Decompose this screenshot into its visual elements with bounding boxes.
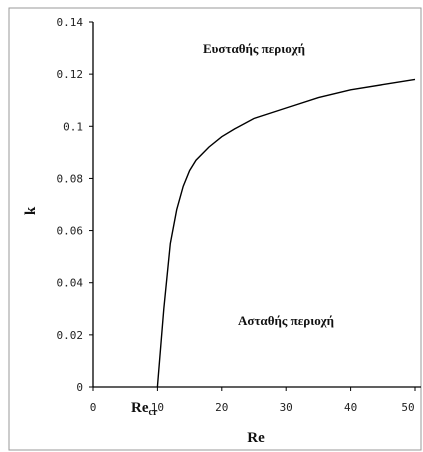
y-tick-label: 0.14 bbox=[57, 16, 84, 29]
y-axis-label: k bbox=[23, 206, 39, 215]
y-tick-label: 0.08 bbox=[57, 172, 84, 185]
x-ticks: 0 10 20 30 40 50 bbox=[90, 387, 416, 414]
x-tick-label: 20 bbox=[215, 401, 228, 414]
x-tick-label: 10 bbox=[151, 401, 164, 414]
x-tick-label: 30 bbox=[280, 401, 293, 414]
x-tick-label: 50 bbox=[401, 401, 414, 414]
x-tick-label: 40 bbox=[344, 401, 357, 414]
chart-border bbox=[8, 7, 422, 451]
x-tick-label: 0 bbox=[90, 401, 97, 414]
critical-re-main: Re bbox=[131, 400, 149, 416]
y-tick-label: 0 bbox=[76, 381, 83, 394]
critical-re-subscript: cr bbox=[149, 407, 158, 418]
y-tick-label: 0.04 bbox=[57, 277, 84, 290]
stable-region-label: Ευσταθής περιοχή bbox=[203, 41, 305, 56]
critical-re-label: Recr bbox=[131, 400, 158, 418]
x-axis-label: Re bbox=[247, 430, 265, 446]
y-tick-label: 0.06 bbox=[57, 225, 84, 238]
y-tick-label: 0.02 bbox=[57, 329, 84, 342]
y-tick-label: 0.12 bbox=[57, 68, 84, 81]
y-ticks: 0 0.02 0.04 0.06 0.08 0.1 0.12 0.14 bbox=[57, 16, 93, 394]
y-tick-label: 0.1 bbox=[63, 120, 83, 133]
series-line bbox=[156, 78, 416, 388]
unstable-region-label: Ασταθής περιοχή bbox=[238, 313, 334, 328]
